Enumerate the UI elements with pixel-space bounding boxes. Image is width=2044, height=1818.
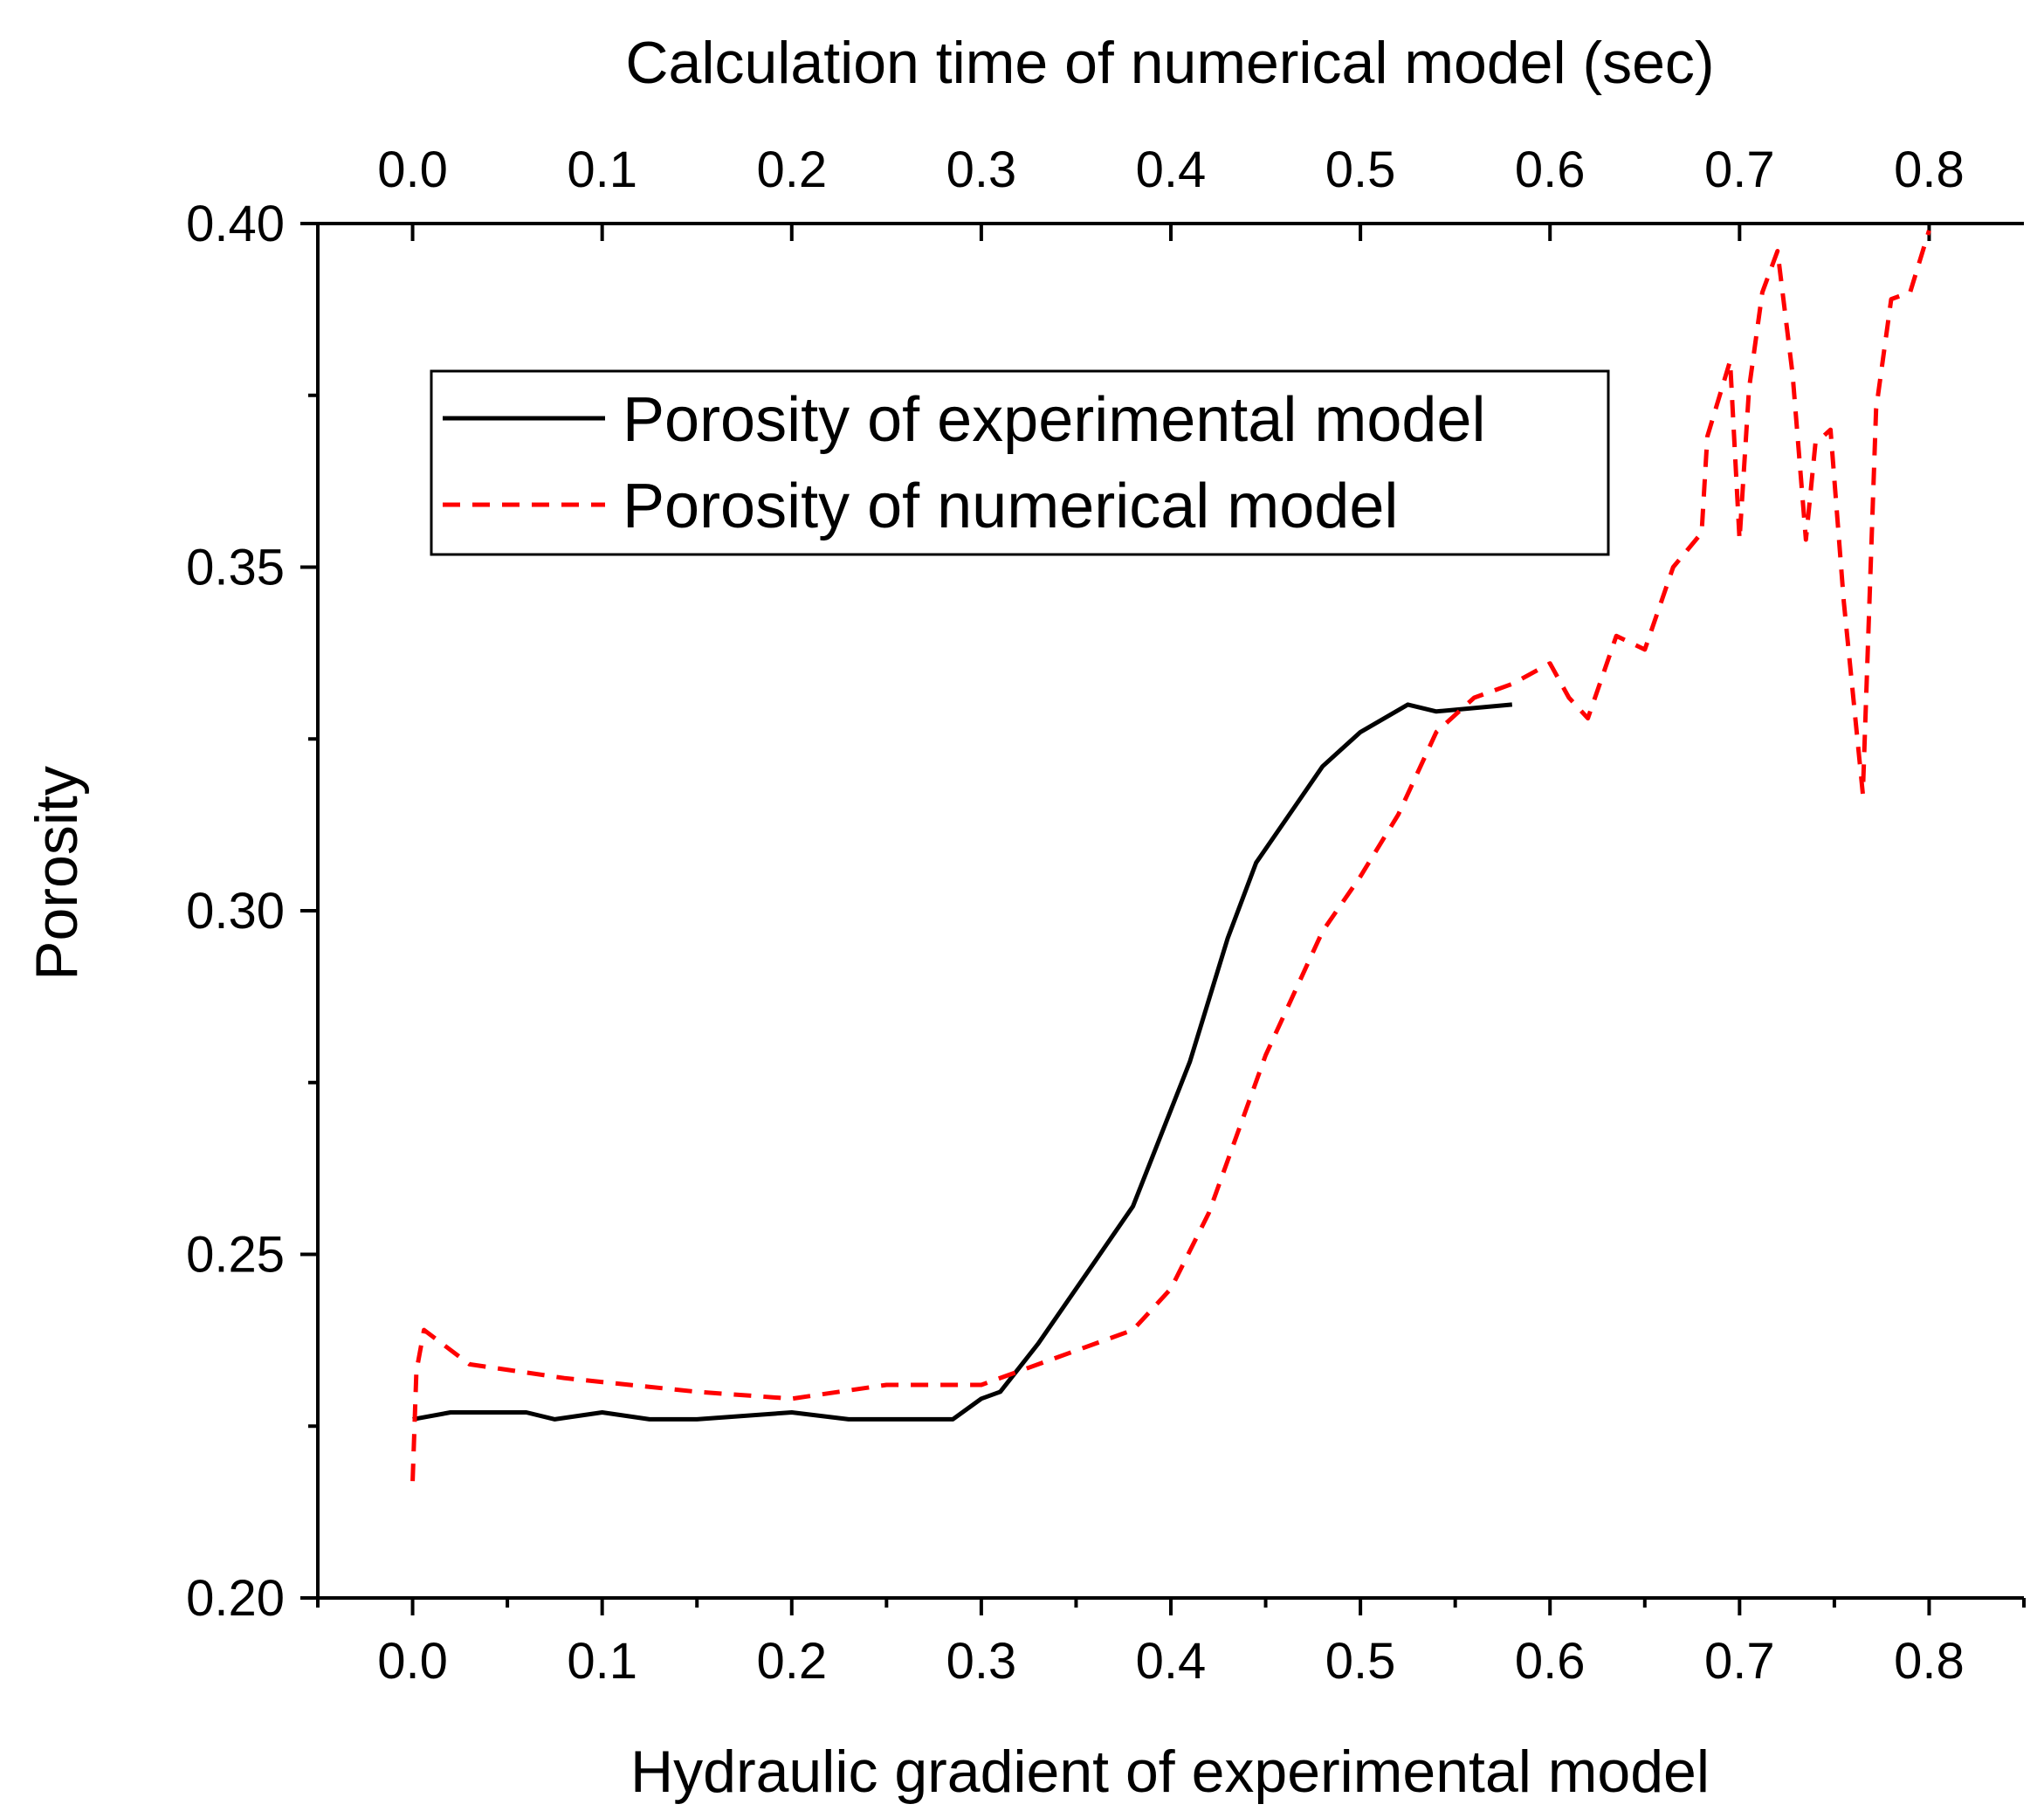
y-axis-title: Porosity <box>24 766 90 981</box>
series-layer <box>410 230 1931 1482</box>
x2-tick-label: 0.8 <box>1894 141 1965 198</box>
y-tick-label: 0.30 <box>186 883 285 940</box>
x2-tick-label: 0.6 <box>1515 141 1586 198</box>
x-tick-label: 0.0 <box>377 1633 448 1690</box>
x2-tick-label: 0.4 <box>1136 141 1207 198</box>
x-tick-label: 0.2 <box>756 1633 827 1690</box>
x-tick-label: 0.4 <box>1136 1633 1207 1690</box>
x-axis-title: Hydraulic gradient of experimental model <box>630 1739 1710 1805</box>
x2-tick-label: 0.1 <box>567 141 637 198</box>
x2-tick-label: 0.2 <box>756 141 827 198</box>
y-tick-label: 0.40 <box>186 196 285 252</box>
legend: Porosity of experimental model Porosity … <box>430 369 1610 556</box>
legend-label-numerical: Porosity of numerical model <box>623 472 1398 541</box>
y-tick-label: 0.35 <box>186 540 285 596</box>
legend-label-experimental: Porosity of experimental model <box>623 385 1485 455</box>
x2-tick-label: 0.5 <box>1325 141 1396 198</box>
bottom-x-axis-ticks: 0.0 0.1 0.2 0.3 0.4 0.5 0.6 0.7 0.8 <box>316 1598 2026 1690</box>
y-tick-label: 0.20 <box>186 1570 285 1627</box>
x2-tick-label: 0.3 <box>946 141 1017 198</box>
legend-box <box>430 369 1610 556</box>
x-tick-label: 0.6 <box>1515 1633 1586 1690</box>
series-line-numerical <box>410 230 1931 1482</box>
x2-tick-label: 0.7 <box>1704 141 1775 198</box>
x2-tick-label: 0.0 <box>377 141 448 198</box>
y-axis-ticks: 0.20 0.25 0.30 0.35 0.40 <box>186 196 318 1627</box>
y-tick-label: 0.25 <box>186 1227 285 1284</box>
x2-axis-title: Calculation time of numerical model (sec… <box>625 30 1714 96</box>
x-tick-label: 0.5 <box>1325 1633 1396 1690</box>
x-tick-label: 0.8 <box>1894 1633 1965 1690</box>
x-tick-label: 0.1 <box>567 1633 637 1690</box>
x-tick-label: 0.7 <box>1704 1633 1775 1690</box>
series-line-experimental <box>412 702 1513 1422</box>
top-x-axis-ticks: 0.0 0.1 0.2 0.3 0.4 0.5 0.6 0.7 0.8 <box>377 141 1965 241</box>
x-tick-label: 0.3 <box>946 1633 1017 1690</box>
